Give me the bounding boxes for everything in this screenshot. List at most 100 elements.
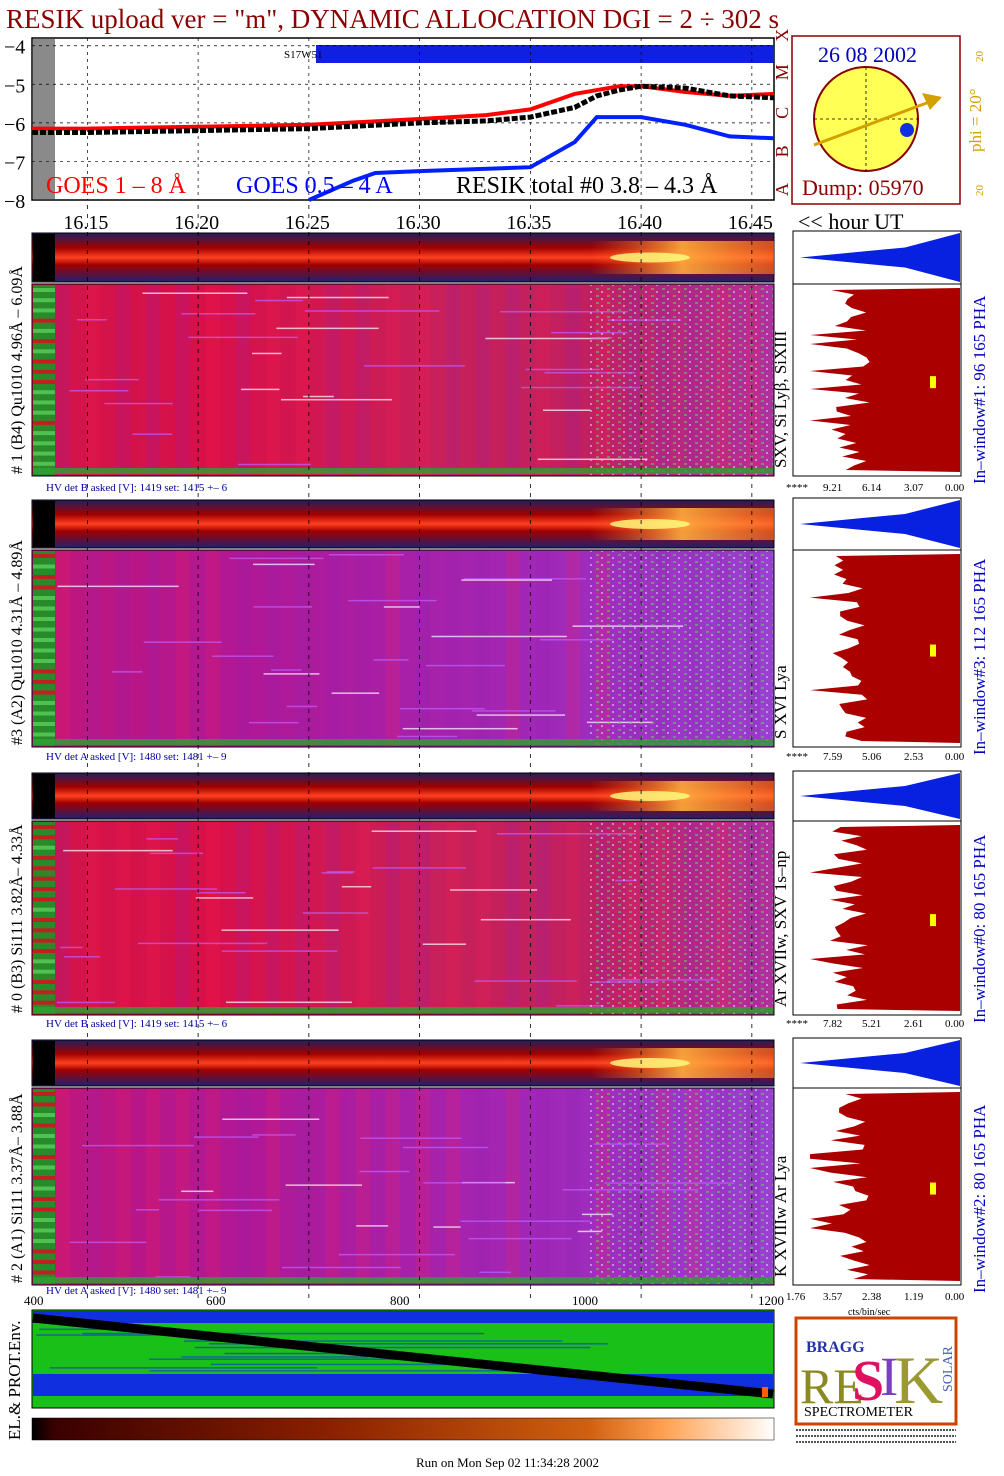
spectrum-streak [399,707,485,710]
logo-s: S [852,1348,884,1413]
spectrum-column [236,551,250,746]
spectrum-streak [188,336,298,339]
spectrum-streak [326,871,355,873]
spectrum-column [446,285,460,475]
spectrum-column [566,551,580,746]
phi-arrowhead-icon [922,93,942,110]
left-strip-band [33,1134,55,1138]
spectrum-streak [521,386,643,389]
spectrum-streak [237,463,311,466]
spectrum-column [116,1089,130,1284]
event-label: S17W51 [284,49,323,61]
spectrum-streak [331,692,380,694]
spectrum-streak [302,912,369,914]
dump-number: Dump: 05970 [802,175,924,200]
channel-tick-600: 600 [206,1293,226,1308]
spectrum-streak [143,641,222,643]
detector-panel-2: # 0 (B3) Si111 3.82Å– 4.33Å Ar XVIIw, SXV… [8,770,989,1030]
left-strip-band [33,400,55,405]
spectrum-noise [590,285,773,475]
goes-y-tick: −4 [4,37,25,59]
spectrum-column [236,822,250,1014]
detector-panel-3: # 2 (A1) Si111 3.37Å– 3.88Å K XVIIIw Ar L… [8,1037,989,1303]
spectrum-streak [63,849,173,852]
left-strip-band [33,596,55,600]
spectrum-column [566,1089,580,1284]
left-strip-band [33,349,55,354]
spectrum-streak [253,563,315,566]
goes-y-tick: −8 [4,191,25,213]
channel-tick-400: 400 [24,1293,44,1308]
spectrum-streak [252,1134,296,1136]
spectrum-streak [252,352,282,355]
spectrum-streak [360,1137,462,1139]
spectrum-streak [241,388,280,391]
spectrum-column [146,1089,160,1284]
left-strip-band [33,1270,55,1275]
left-strip-band [33,1176,55,1180]
detector-panels: # 1 (B4) Qu1010 4.96Å – 6.09Å SXV, Si Lyβ… [8,230,989,1303]
in-window-label: In–window#1: 96 165 PHA [970,295,989,484]
spectrum-column [506,285,520,475]
left-strip-band [33,659,55,663]
left-strip-band [33,866,55,871]
pulse-gap [33,501,55,547]
left-strip-band [33,390,55,395]
detector-label: # 0 (B3) Si111 3.82Å– 4.33Å [8,824,26,1013]
spectrum-column [266,822,280,1014]
pha-scale-label: 3.57 [823,1291,843,1303]
spectrum-streak [474,980,577,982]
spectrum-streak [431,635,567,638]
detector-panel-1: #3 (A2) Qu1010 4.31Å – 4.89Å S XVI Lya In–… [8,497,989,763]
spectrum-streak [280,398,393,401]
spectrum-noise [590,1089,773,1284]
spectrum-streak [135,1209,159,1211]
pha-scale-label: 5.06 [862,751,882,763]
spectrum-streak [104,402,173,405]
spectrum-streak [253,606,313,608]
left-strip-band [33,1249,55,1254]
goes-long-series [32,84,775,131]
spectrum-streak [383,606,420,608]
left-strip-band [33,627,55,632]
phi-tick-top: 20 [974,51,986,63]
env-label: EL.& PROT.Env. [5,1321,24,1440]
spectrum-streak [222,1118,320,1120]
left-strip-band [33,969,55,974]
left-strip-band [33,617,55,621]
spectrum-streak [271,669,302,671]
spectrum-column [296,551,310,746]
pha-axis-unit: cts/bin/sec [848,1307,891,1318]
spectrum-column [236,1089,250,1284]
spectrum-streak [69,390,129,392]
spectrum-column [296,1089,310,1284]
left-strip-band [33,451,55,456]
spectrum-streak [221,950,338,952]
left-strip-band [33,369,55,374]
spectrum-streak [321,872,353,874]
spectrum-streak [57,1001,115,1004]
pha-spike [800,233,960,282]
left-strip-band [33,1113,55,1117]
pha-scale-label: 9.21 [823,482,842,494]
goes-y-tick: −7 [4,152,25,174]
spectrum-streak [551,331,628,334]
histogram-shape [810,825,960,1011]
spectrum-column [566,285,580,475]
spectrum-column [356,822,370,1014]
pulse-peak [610,791,690,801]
resik-logo: BRAGG RE S I K SOLAR SPECTROMETER [794,1316,958,1443]
spectrum-column [296,285,310,475]
spectrum-streak [285,1184,362,1186]
spectrum-column [356,551,370,746]
spectrum-streak [114,888,218,890]
line-identification: K XVIIIw Ar Lya [771,1155,790,1277]
histogram-marker [930,376,936,389]
goes-short-series [308,115,775,202]
hv-readout: HV det A asked [V]: 1480 set: 1481 +– 9 [46,1285,227,1297]
spectrum-streak [181,313,256,315]
spectrum-column [176,822,190,1014]
goes-class-letter: A [772,183,792,196]
pha-scale-label: 7.59 [823,751,843,763]
line-identification: Ar XVIIw, SXV 1s–np [771,851,790,1007]
